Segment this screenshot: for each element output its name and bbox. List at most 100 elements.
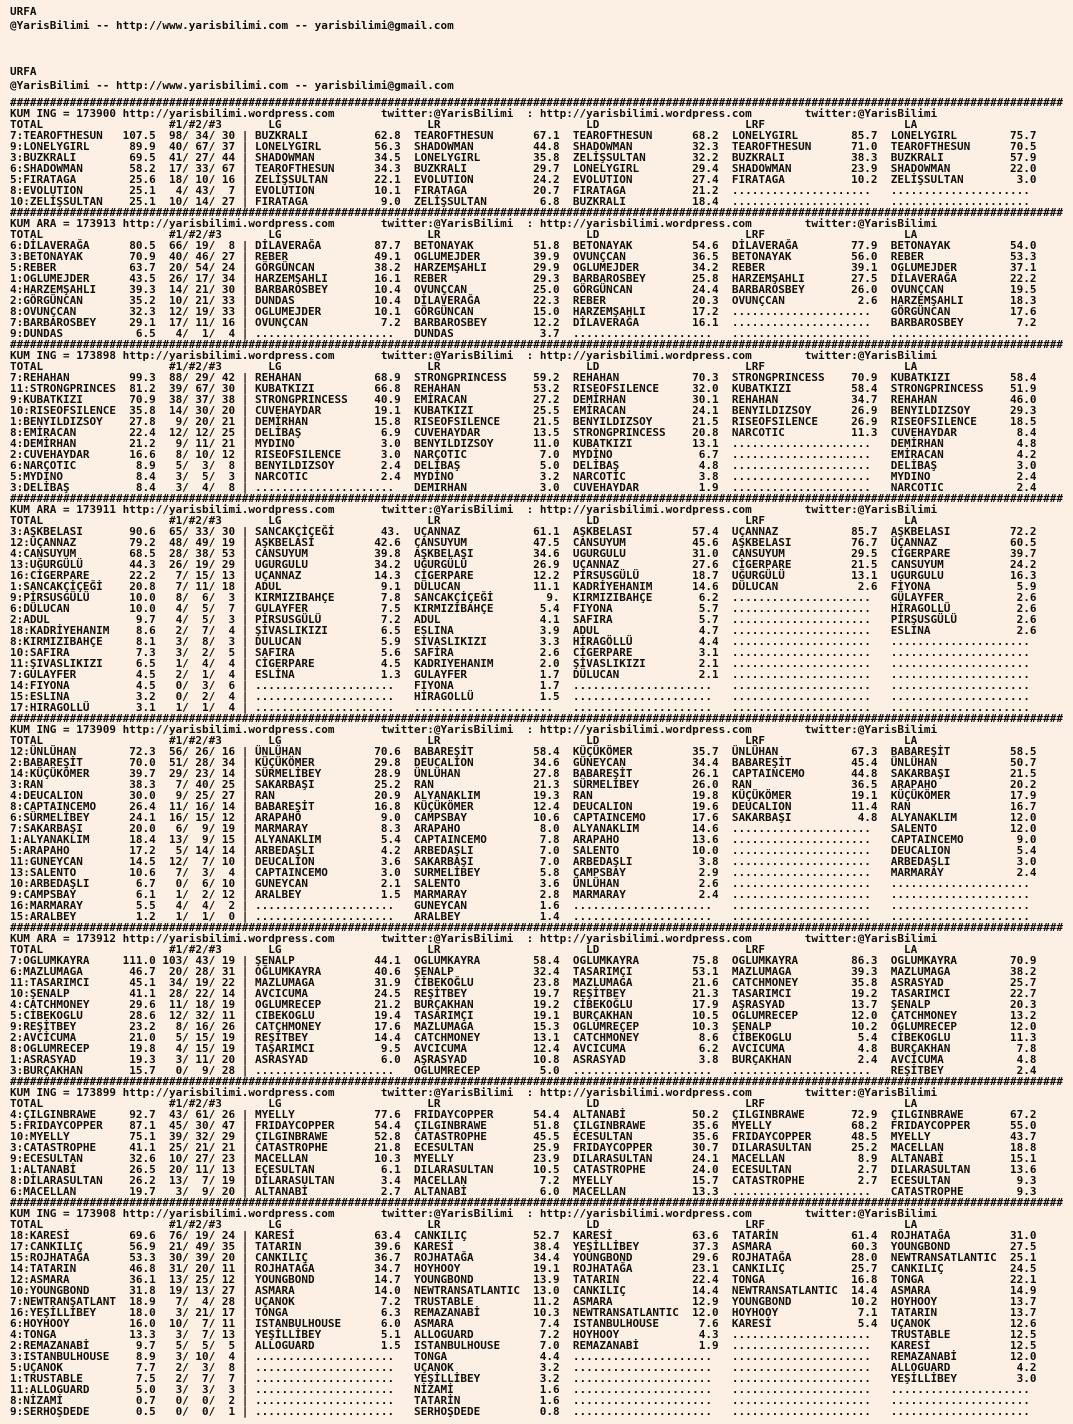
table-row: 10:ŞENALP 41.1 28/ 22/ 14 | AVCICUMA 24.… [10, 987, 1050, 1000]
table-row: 10:YOUNGBOND 31.8 19/ 13/ 27 | ASMARA 14… [10, 1284, 1050, 1297]
table-row: 3:BURÇAKHAN 15.7 0/ 9/ 28 | ............… [10, 1064, 1050, 1077]
table-row: 4:ÇILGINBRAWE 92.7 43/ 61/ 26 | MYELLY 7… [10, 1108, 1050, 1121]
table-row: 9:SERHOŞDEDE 0.5 0/ 0/ 1 | .............… [10, 1405, 1050, 1418]
table-row: 2:AVCİCUMA 21.0 5/ 15/ 19 | REŞİTBEY 14.… [10, 1031, 1050, 1044]
section-links-text: http://yarisbilimi.wordpress.com twitter… [115, 723, 938, 736]
contact-line: @YarisBilimi -- http://www.yarisbilimi.c… [10, 79, 454, 92]
table-row: 3:BUZKRALI 69.5 41/ 27/ 44 | SHADOWMAN 3… [10, 151, 1050, 164]
race-section: ########################################… [10, 493, 1073, 713]
section-code: KUM ING = 173908 [10, 1207, 116, 1220]
table-row: 13:UĞURGÜLÜ 44.3 26/ 19/ 29 | UGURGULU 3… [10, 558, 1050, 571]
table-row: 16:MARMARAY 5.5 4/ 4/ 2 | ..............… [10, 899, 1050, 912]
table-row: 7:GULAYFER 4.5 2/ 1/ 4 | ESLİNA 1.3 GULA… [10, 668, 1050, 681]
column-header-line: TOTAL #1/#2/#3 LG LR LD LRF LA [10, 943, 938, 956]
table-row: 13:SALENTO 10.6 7/ 3/ 4 | CAPTAINCEMO 3.… [10, 866, 1050, 879]
race-section: ########################################… [10, 339, 1073, 493]
table-row: 8:EVOLUTION 25.1 4/ 43/ 7 | EVOLUTION 10… [10, 184, 1050, 197]
table-row: 3:CATASTROPHE 41.1 25/ 21/ 21 | CATASTRO… [10, 1141, 1050, 1154]
table-row: 9:KUBATKIZI 70.9 38/ 37/ 38 | STRONGPRIN… [10, 393, 1050, 406]
table-row: 15:ROJHATAĞA 53.3 30/ 39/ 20 | CANKILIÇ … [10, 1251, 1050, 1264]
table-row: 6:SÜRMELİBEY 24.1 16/ 15/ 12 | ARAPAHÖ 9… [10, 811, 1050, 824]
table-row: 9:PİRSUSGÜLÜ 10.0 8/ 6/ 3 | KIRMIZIBAHÇE… [10, 591, 1050, 604]
table-row: 18:KARESİ 69.6 76/ 19/ 24 | KARESİ 63.4 … [10, 1229, 1050, 1242]
table-row: 9:REŞİTBEY 23.2 8/ 16/ 26 | CATÇHMONEY 1… [10, 1020, 1050, 1033]
site-identity-block: URFA @YarisBilimi -- http://www.yarisbil… [10, 5, 1073, 33]
column-header-line: TOTAL #1/#2/#3 LG LR LD LRF LA [10, 514, 938, 527]
race-section: ########################################… [10, 1076, 1073, 1197]
table-row: 6:HOYHOOY 16.0 10/ 7/ 11 | ISTANBULHOUSE… [10, 1317, 1050, 1330]
section-links-text: http://yarisbilimi.wordpress.com twitter… [115, 1207, 938, 1220]
table-row: 6:MAZLUMAGA 46.7 20/ 28/ 31 | OĞLUMKAYRA… [10, 965, 1050, 978]
table-row: 3:DELİBAŞ 8.4 3/ 4/ 8 | ................… [10, 481, 1050, 494]
table-row: 18:KADRİYEHANIM 8.6 2/ 7/ 4 | ŞİVASLIKIZ… [10, 624, 1050, 637]
section-title-line: KUM ING = 173898 http://yarisbilimi.word… [10, 350, 1073, 361]
table-row: 3:RAN 38.3 7/ 40/ 25 | SAKARBAŞI 25.2 RA… [10, 778, 1050, 791]
table-row: 1:OGLUMEJDER 43.5 26/ 17/ 34 | HARZEMŞAH… [10, 272, 1050, 285]
table-row: 7:TEAROFTHESUN 107.5 98/ 34/ 30 | BUZKRA… [10, 129, 1050, 142]
table-row: 9:LONELYGIRL 89.9 40/ 67/ 37 | LONELYGIR… [10, 140, 1050, 153]
section-code: KUM ING = 173899 [10, 1086, 116, 1099]
table-row: 4:DEUCALION 30.0 9/ 25/ 27 | RAN 20.9 AL… [10, 789, 1050, 802]
table-row: 4:CATCHMONEY 29.6 11/ 18/ 19 | OGLUMRECE… [10, 998, 1050, 1011]
table-row: 5:CİBEKOGLU 28.6 12/ 32/ 11 | CIBEKOGLU … [10, 1009, 1050, 1022]
table-row: 14:FIYONA 4.5 0/ 3/ 6 | ................… [10, 679, 1050, 692]
section-links-text: http://yarisbilimi.wordpress.com twitter… [115, 932, 938, 945]
section-separator: ########################################… [10, 338, 1063, 351]
section-separator: ########################################… [10, 206, 1063, 219]
table-row: 14:TATARIN 46.8 31/ 20/ 11 | ROJHATAĞA 3… [10, 1262, 1050, 1275]
table-row: 1:ASRASYAD 19.3 3/ 11/ 20 | ASRASYAD 6.0… [10, 1053, 1050, 1066]
section-code: KUM ARA = 173913 [10, 217, 116, 230]
table-row: 8:DİLARASULTAN 26.2 13/ 7/ 19 | DİLARASU… [10, 1174, 1050, 1187]
column-header-line: TOTAL #1/#2/#3 LG LR LD LRF LA [10, 228, 938, 241]
section-links-text: http://yarisbilimi.wordpress.com twitter… [115, 1086, 938, 1099]
table-row: 16:CİGERPARE 22.2 7/ 15/ 13 | UÇANNAZ 14… [10, 569, 1050, 582]
table-row: 9:CAMPSBAY 6.1 1/ 2/ 12 | ARALBEY 1.5 MA… [10, 888, 1050, 901]
table-row: 8:NİZAMİ 0.7 0/ 0/ 2 | .................… [10, 1394, 1050, 1407]
table-row: 10:RISEOFSILENCE 35.8 14/ 30/ 20 | CUVEH… [10, 404, 1050, 417]
table-row: 1:BENYILDIZSOY 27.8 9/ 20/ 21 | DEMİRHAN… [10, 415, 1050, 428]
table-row: 8:EMİRACAN 22.4 12/ 12/ 25 | DELİBAŞ 6.9… [10, 426, 1050, 439]
table-row: 14:KÜÇÜKÖMER 39.7 29/ 23/ 14 | SÜRMELİBE… [10, 767, 1050, 780]
table-row: 11:GUNEYCAN 14.5 12/ 7/ 10 | DEUCALİON 3… [10, 855, 1050, 868]
table-row: 15:ESLINA 3.2 0/ 2/ 4 | ................… [10, 690, 1050, 703]
section-code: KUM ING = 173909 [10, 723, 116, 736]
table-row: 5:ARAPAHO 17.2 5/ 14/ 14 | ARBEDAŞLI 4.2… [10, 844, 1050, 857]
section-title-line: KUM ARA = 173911 http://yarisbilimi.word… [10, 504, 1073, 515]
table-row: 16:YEŞİLLİBEY 18.0 3/ 21/ 17 | TONGA 6.3… [10, 1306, 1050, 1319]
section-title-line: KUM ARA = 173912 http://yarisbilimi.word… [10, 933, 1073, 944]
table-row: 5:FRIDAYCOPPER 87.1 45/ 30/ 47 | FRIDAYC… [10, 1119, 1050, 1132]
section-title-line: KUM ARA = 173913 http://yarisbilimi.word… [10, 218, 1073, 229]
column-header-line: TOTAL #1/#2/#3 LG LR LD LRF LA [10, 734, 938, 747]
site-identity-block: URFA @YarisBilimi -- http://www.yarisbil… [10, 65, 1073, 93]
section-separator: ########################################… [10, 1075, 1063, 1088]
location-title: URFA [10, 5, 37, 18]
table-row: 4:DEMİRHAN 21.2 9/ 11/ 21 | MYDINO 3.0 B… [10, 437, 1050, 450]
table-row: 5:MYDINO 8.4 3/ 5/ 3 | NARCOTIC 2.4 MYDİ… [10, 470, 1050, 483]
table-row: 6:SHADOWMAN 58.2 17/ 33/ 67 | TEAROFTHES… [10, 162, 1050, 175]
table-row: 1:ALTANABİ 26.5 20/ 11/ 13 | EÇESULTAN 6… [10, 1163, 1050, 1176]
table-row: 7:NEWTRANŞATLANT 18.9 7/ 4/ 28 | UÇANOK … [10, 1295, 1050, 1308]
table-row: 6:DÜLUCAN 10.0 4/ 5/ 7 | GULAYFER 7.5 KI… [10, 602, 1050, 615]
table-row: 12:ASMARA 36.1 13/ 25/ 12 | YOUNGBOND 14… [10, 1273, 1050, 1286]
section-separator: ########################################… [10, 96, 1063, 109]
section-links-text: http://yarisbilimi.wordpress.com twitter… [115, 503, 938, 516]
section-code: KUM ARA = 173911 [10, 503, 116, 516]
column-header-line: TOTAL #1/#2/#3 LG LR LD LRF LA [10, 118, 938, 131]
table-row: 11:ŞIVASLIKIZI 6.5 1/ 4/ 4 | CİGERPARE 4… [10, 657, 1050, 670]
table-row: 2:REMAZANABİ 9.7 5/ 5/ 5 | ALLOGUARD 1.5… [10, 1339, 1050, 1352]
location-title: URFA [10, 65, 37, 78]
table-row: 10:MYELLY 75.1 39/ 32/ 29 | ÇILGINBRAWE … [10, 1130, 1050, 1143]
table-row: 10:SAFIRA 7.3 3/ 2/ 5 | SAFIRA 5.6 SAFİR… [10, 646, 1050, 659]
table-row: 17:HIRAGOLLÜ 3.1 1/ 1/ 4 | .............… [10, 701, 1050, 714]
table-row: 3:ISTANBULHOUSE 8.9 3/ 10/ 4 | .........… [10, 1350, 1050, 1363]
table-row: 11:STRONGPRINCES 81.2 39/ 67/ 30 | KUBAT… [10, 382, 1050, 395]
section-title-line: KUM ING = 173908 http://yarisbilimi.word… [10, 1208, 1073, 1219]
table-row: 5:REBER 63.7 20/ 54/ 24 | GÖRGÜNCAN 38.2… [10, 261, 1050, 274]
column-header-line: TOTAL #1/#2/#3 LG LR LD LRF LA [10, 1097, 938, 1110]
table-row: 1:SANCAKÇİÇEĞİ 20.8 7/ 11/ 18 | ADUL 9.1… [10, 580, 1050, 593]
table-row: 3:BETONAYAK 70.9 40/ 46/ 27 | REBER 49.1… [10, 250, 1050, 263]
table-row: 10:ARBEDAŞLI 6.7 0/ 6/ 10 | GUNEYCAN 2.1… [10, 877, 1050, 890]
table-row: 6:MACELLAN 19.7 3/ 9/ 20 | ALTANABİ 2.7 … [10, 1185, 1050, 1198]
table-row: 8:KIRMIZIBAHÇE 8.1 3/ 8/ 3 | DULUCAN 5.9… [10, 635, 1050, 648]
